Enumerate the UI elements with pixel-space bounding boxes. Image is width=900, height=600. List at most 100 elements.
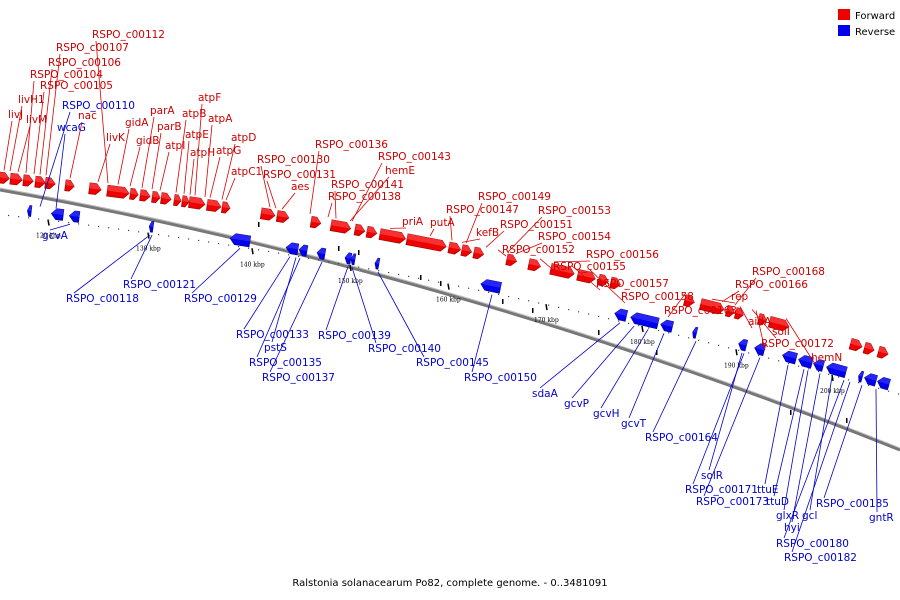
forward-leader-line — [351, 162, 383, 222]
tick-label: 120 kbp — [36, 233, 61, 240]
minor-tick — [728, 347, 730, 349]
genome-caption: Ralstonia solanacearum Po82, complete ge… — [292, 578, 608, 589]
minor-tick — [378, 270, 380, 272]
gene-label-glxr: glxR — [776, 510, 799, 522]
gene-label-rspo-c00112: RSPO_c00112 — [92, 29, 165, 41]
gene-label-livj: livJ — [8, 109, 23, 121]
forward-leader-line — [755, 310, 766, 351]
minor-tick — [248, 247, 250, 249]
gene-label-kefb: kefB — [476, 227, 499, 239]
forward-gene-arrow — [576, 269, 596, 284]
minor-tick — [848, 379, 850, 381]
minor-tick — [118, 228, 120, 230]
minor-tick — [718, 344, 720, 346]
minor-tick — [138, 231, 140, 233]
tick-mark — [349, 264, 352, 272]
minor-tick — [648, 327, 650, 329]
forward-leader-line — [221, 143, 236, 200]
gene-label-rspo-c00110: RSPO_c00110 — [62, 100, 135, 112]
gene-label-gidb: gidB — [136, 135, 159, 147]
minor-tick — [668, 332, 670, 334]
genome-backbone — [0, 188, 900, 452]
minor-tick — [318, 259, 320, 261]
minor-tick — [598, 315, 600, 317]
forward-leader-line — [69, 121, 83, 179]
forward-leader-line — [225, 177, 236, 201]
gene-label-gntr: gntR — [869, 512, 894, 524]
forward-leader-line — [667, 292, 687, 318]
gene-label-nac: nac — [78, 110, 97, 122]
gene-layer — [0, 171, 891, 391]
reverse-gene-arrow — [692, 326, 699, 339]
gene-label-rspo-c00157: RSPO_c00157 — [596, 278, 669, 290]
minor-tick — [208, 241, 210, 243]
gene-label-atpd: atpD — [231, 132, 256, 144]
minor-tick — [128, 229, 130, 232]
reverse-gene-arrow — [738, 338, 749, 352]
gene-label-rspo-c00139: RSPO_c00139 — [318, 330, 391, 342]
gene-label-rspo-c00104: RSPO_c00104 — [30, 69, 103, 81]
forward-leader-line — [151, 132, 162, 190]
reverse-gene-arrow — [782, 350, 798, 365]
minor-tick — [288, 254, 290, 256]
forward-leader-line — [183, 140, 190, 194]
reverse-leader-line — [55, 133, 66, 209]
forward-gene-arrow — [88, 182, 102, 195]
gene-label-atpb: atpB — [182, 108, 206, 120]
minor-tick — [658, 329, 660, 332]
gene-label-rspo-c00153: RSPO_c00153 — [538, 205, 611, 217]
minor-tick — [348, 264, 350, 266]
forward-gene-arrow — [609, 276, 621, 290]
minor-tick — [568, 308, 570, 311]
minor-tick — [8, 214, 10, 217]
tick-label: 170 kbp — [534, 317, 559, 324]
minor-tick — [548, 304, 550, 306]
gene-label-rspo-c00131: RSPO_c00131 — [263, 169, 336, 181]
forward-gene-arrow — [447, 241, 462, 255]
reverse-gene-arrow — [50, 208, 65, 221]
forward-leader-line — [785, 318, 816, 365]
gene-label-rspo-c00149: RSPO_c00149 — [478, 191, 551, 203]
minor-tick — [518, 298, 520, 300]
gene-label-rspo-c00166: RSPO_c00166 — [735, 279, 808, 291]
minor-tick — [158, 234, 160, 236]
minor-tick — [388, 271, 390, 274]
gene-label-rspo-c00150: RSPO_c00150 — [464, 372, 537, 384]
forward-gene-arrow — [365, 225, 378, 239]
tick-label: 130 kbp — [136, 246, 161, 253]
forward-leader-line — [159, 151, 170, 191]
reverse-leader-line — [875, 389, 878, 513]
forward-leader-line — [751, 309, 777, 339]
tick-mark — [641, 325, 644, 333]
tick-label: 190 kbp — [724, 362, 749, 369]
reverse-gene-arrow — [630, 312, 660, 330]
minor-tick — [368, 268, 370, 270]
gene-label-livk: livK — [106, 132, 126, 144]
forward-leader-line — [39, 68, 53, 175]
gene-label-hemn: hemN — [811, 352, 842, 364]
forward-gene-arrow — [129, 187, 139, 201]
gene-label-gcvh: gcvH — [593, 408, 620, 420]
minor-tick — [748, 352, 750, 354]
forward-gene-arrow — [160, 192, 172, 205]
legend-forward-label: Forward — [855, 11, 895, 22]
gene-label-rspo-c00137: RSPO_c00137 — [262, 372, 335, 384]
reverse-leader-line — [471, 294, 493, 373]
tick-mark — [831, 374, 834, 381]
minor-tick — [58, 220, 60, 222]
gene-label-gcvt: gcvT — [621, 418, 647, 430]
gene-label-rspo-c00129: RSPO_c00129 — [184, 293, 257, 305]
minor-tick — [258, 249, 260, 251]
minor-tick — [678, 334, 680, 336]
minor-tick — [88, 224, 90, 226]
forward-leader-line — [204, 124, 213, 197]
reverse-leader-line — [351, 267, 377, 344]
minor-tick — [698, 339, 700, 341]
minor-tick — [408, 275, 410, 277]
forward-leader-line — [266, 180, 277, 209]
forward-leader-line — [507, 216, 543, 253]
forward-gene-arrow — [34, 175, 46, 188]
reverse-leader-line — [652, 341, 697, 433]
reverse-leader-line — [73, 234, 151, 294]
forward-gene-arrow — [64, 179, 75, 192]
